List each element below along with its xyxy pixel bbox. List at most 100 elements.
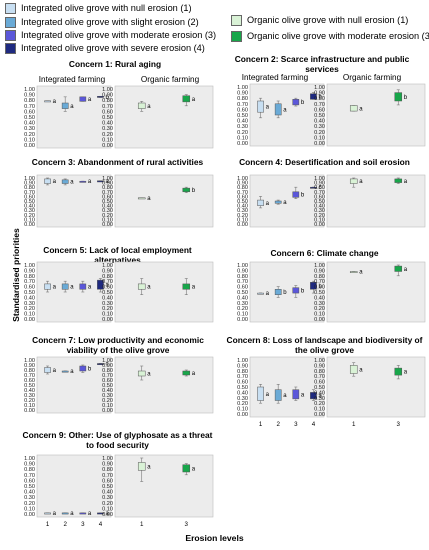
- y-tick-label: 0.00: [237, 141, 248, 147]
- box-mark: [274, 103, 282, 116]
- box-mark: [394, 367, 403, 376]
- significance-letter: a: [106, 511, 110, 517]
- y-tick-label: 0.20: [102, 132, 113, 138]
- significance-letter: a: [283, 393, 287, 399]
- y-tick-label: 0.30: [314, 124, 325, 130]
- box-mark: [257, 100, 264, 113]
- y-tick-label: 0.70: [24, 104, 35, 110]
- x-tick-label: 4: [99, 521, 103, 528]
- box-mark: [182, 283, 191, 290]
- legend-swatch: [5, 43, 16, 54]
- y-tick-label: 0.90: [24, 268, 35, 274]
- box-mark: [257, 292, 264, 295]
- y-tick-label: 0.80: [102, 98, 113, 104]
- box-mark: [310, 282, 317, 290]
- x-tick-label: 3: [185, 521, 189, 528]
- y-tick-label: 1.00: [102, 87, 113, 93]
- y-tick-label: 1.00: [314, 85, 325, 91]
- panel-background: [326, 174, 426, 228]
- y-tick-label: 0.20: [24, 213, 35, 219]
- y-tick-label: 0.10: [24, 217, 35, 223]
- y-tick-label: 0.90: [102, 268, 113, 274]
- legend-label: Integrated olive grove with null erosion…: [21, 3, 192, 13]
- box-mark: [349, 271, 358, 273]
- y-tick-label: 0.40: [102, 204, 113, 210]
- box-mark: [292, 191, 300, 198]
- y-tick-label: 0.80: [102, 274, 113, 280]
- significance-letter: b: [88, 367, 92, 373]
- concern-2-title: Concern 2: Scarce infrastructure and pub…: [234, 54, 410, 74]
- panel-background: [36, 454, 112, 518]
- y-tick-label: 0.80: [314, 96, 325, 102]
- box-mark: [394, 92, 403, 102]
- y-tick-label: 0.80: [237, 369, 248, 375]
- y-tick-label: 0.50: [102, 484, 113, 490]
- y-tick-label: 0.60: [102, 478, 113, 484]
- y-tick-label: 0.10: [102, 403, 113, 409]
- concern-4-title: Concern 4: Desertification and soil eros…: [239, 157, 410, 167]
- y-tick-label: 0.80: [237, 96, 248, 102]
- box-mark: [394, 178, 403, 183]
- y-tick-label: 0.60: [237, 107, 248, 113]
- x-tick-label: 1: [140, 521, 144, 528]
- y-tick-label: 1.00: [237, 358, 248, 364]
- y-tick-label: 0.20: [314, 306, 325, 312]
- significance-letter: a: [359, 269, 363, 275]
- y-tick-label: 0.90: [102, 181, 113, 187]
- y-tick-label: 0.50: [102, 290, 113, 296]
- significance-letter: a: [266, 201, 270, 207]
- y-tick-label: 0.70: [102, 373, 113, 379]
- legend-item-integrated-null: Integrated olive grove with null erosion…: [5, 3, 192, 14]
- y-tick-label: 0.10: [314, 135, 325, 141]
- box-mark: [257, 199, 264, 206]
- y-tick-label: 0.10: [237, 312, 248, 318]
- y-tick-label: 0.50: [24, 290, 35, 296]
- significance-letter: a: [70, 180, 74, 186]
- x-tick-label: 3: [81, 521, 85, 528]
- y-tick-label: 0.00: [314, 317, 325, 323]
- significance-letter: a: [88, 285, 92, 291]
- significance-letter: a: [147, 104, 151, 110]
- y-tick-label: 0.20: [314, 401, 325, 407]
- y-tick-label: 0.30: [102, 495, 113, 501]
- y-tick-label: 0.20: [24, 398, 35, 404]
- y-tick-label: 0.60: [24, 194, 35, 200]
- significance-letter: a: [404, 370, 408, 376]
- significance-letter: a: [404, 267, 408, 273]
- y-tick-label: 0.90: [24, 93, 35, 99]
- y-tick-label: 0.50: [102, 115, 113, 121]
- significance-letter: a: [359, 367, 363, 373]
- significance-letter: a: [319, 394, 323, 400]
- box-mark: [79, 180, 87, 183]
- y-tick-label: 0.70: [102, 190, 113, 196]
- y-tick-label: 0.90: [237, 363, 248, 369]
- box-mark: [79, 365, 87, 372]
- box-mark: [97, 96, 104, 98]
- box-mark: [349, 105, 358, 112]
- significance-letter: c: [319, 185, 322, 191]
- significance-letter: b: [301, 100, 305, 106]
- box-mark: [79, 512, 87, 515]
- box-mark: [182, 464, 191, 473]
- x-tick-label: 1: [352, 421, 356, 428]
- box-mark: [349, 178, 358, 184]
- legend-item-integrated-slight: Integrated olive grove with slight erosi…: [5, 17, 199, 28]
- box-mark: [44, 367, 51, 373]
- concern-3-title: Concern 3: Abandonment of rural activiti…: [31, 157, 204, 167]
- y-tick-label: 0.70: [314, 102, 325, 108]
- box-mark: [79, 96, 87, 102]
- box-mark: [274, 389, 282, 401]
- significance-letter: b: [404, 95, 408, 101]
- y-tick-label: 0.50: [237, 113, 248, 119]
- y-tick-label: 0.00: [314, 412, 325, 418]
- y-tick-label: 0.60: [237, 380, 248, 386]
- y-tick-label: 0.30: [24, 495, 35, 501]
- y-tick-label: 1.00: [102, 176, 113, 182]
- box-mark: [349, 365, 358, 374]
- y-tick-label: 1.00: [24, 358, 35, 364]
- significance-letter: a: [70, 285, 74, 291]
- y-tick-label: 0.10: [102, 137, 113, 143]
- y-tick-label: 0.80: [237, 274, 248, 280]
- y-tick-label: 0.30: [237, 396, 248, 402]
- y-tick-label: 1.00: [237, 85, 248, 91]
